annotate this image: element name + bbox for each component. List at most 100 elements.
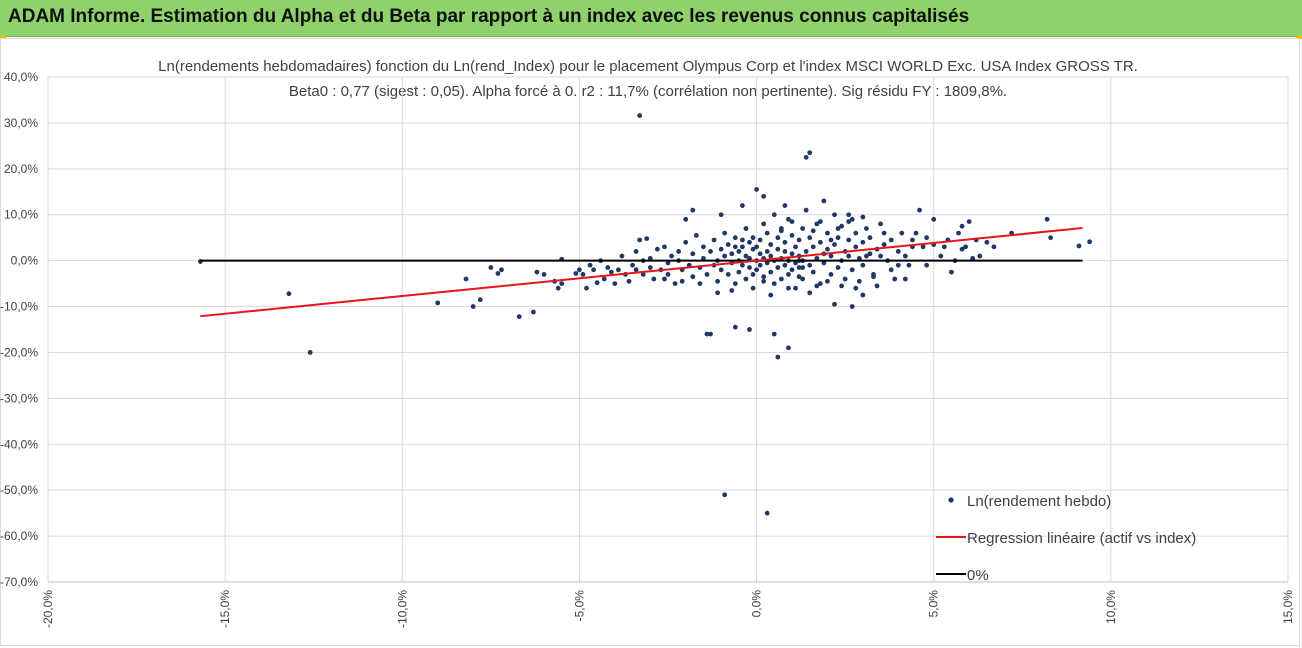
data-point: [796, 274, 802, 280]
data-point: [793, 244, 798, 250]
data-point: [874, 283, 880, 289]
data-point: [807, 262, 813, 268]
data-point: [701, 244, 706, 250]
data-point: [616, 267, 621, 273]
data-point: [786, 216, 791, 222]
x-tick-label: 10,0%: [1104, 590, 1118, 624]
data-point: [747, 239, 752, 245]
data-point: [736, 269, 742, 275]
data-point: [902, 253, 908, 259]
data-point: [601, 276, 607, 282]
data-point: [814, 283, 820, 289]
data-point: [633, 267, 639, 273]
data-point: [793, 260, 798, 266]
data-point: [778, 228, 784, 234]
data-point: [966, 219, 972, 225]
data-point: [902, 276, 908, 282]
data-point: [761, 221, 767, 227]
data-point: [587, 262, 593, 268]
data-point: [530, 309, 536, 315]
data-point: [786, 285, 791, 291]
data-point: [803, 207, 809, 213]
data-point: [477, 297, 483, 303]
data-point: [704, 331, 710, 337]
data-point: [856, 255, 862, 261]
data-point: [690, 274, 696, 280]
data-point: [736, 249, 742, 254]
data-point: [817, 281, 823, 286]
data-point: [892, 276, 898, 282]
chart-title: Ln(rendements hebdomadaires) fonction du…: [158, 58, 1138, 75]
data-point: [740, 262, 745, 268]
data-point: [789, 267, 795, 273]
data-point: [828, 237, 834, 243]
data-point: [835, 235, 841, 241]
header-accent-right: [1296, 36, 1302, 39]
chart-legend: Ln(rendement hebdo) Regression linéaire …: [936, 493, 1196, 584]
data-point: [637, 113, 643, 118]
data-point: [810, 228, 816, 234]
data-point: [711, 237, 717, 243]
x-tick-label: -10,0%: [395, 590, 409, 628]
data-point: [764, 510, 770, 516]
data-point: [612, 281, 618, 286]
data-point: [789, 232, 795, 238]
data-point: [803, 154, 809, 160]
data-point: [832, 301, 837, 307]
data-point: [860, 214, 866, 220]
data-point: [910, 237, 915, 243]
data-point: [757, 237, 763, 243]
data-point: [814, 255, 820, 261]
data-point: [878, 253, 883, 259]
data-point: [732, 281, 738, 286]
data-point: [672, 281, 678, 286]
data-point: [725, 272, 731, 277]
data-point: [647, 255, 653, 261]
data-point: [619, 253, 625, 259]
data-point: [878, 221, 883, 227]
data-point: [761, 274, 767, 280]
data-point: [665, 272, 671, 277]
data-point: [775, 235, 781, 241]
data-point: [488, 265, 494, 270]
data-point: [860, 239, 866, 245]
data-point: [626, 278, 632, 284]
report-header: ADAM Informe. Estimation du Alpha et du …: [0, 0, 1302, 37]
data-point: [743, 226, 749, 231]
data-point: [835, 226, 841, 231]
data-point: [881, 230, 887, 236]
data-point: [853, 230, 859, 236]
data-point: [796, 237, 802, 243]
header-accent-left: [0, 36, 6, 39]
data-point: [775, 265, 781, 270]
data-point: [810, 244, 816, 250]
data-point: [941, 244, 947, 250]
data-point: [580, 272, 586, 277]
data-point: [647, 265, 653, 270]
data-point: [750, 246, 756, 252]
data-point: [743, 276, 749, 282]
x-tick-label: -5,0%: [572, 590, 586, 622]
data-point: [722, 492, 728, 498]
data-point: [679, 278, 685, 284]
data-point: [718, 212, 724, 218]
data-point: [906, 262, 912, 268]
data-point: [864, 253, 869, 259]
data-point: [778, 276, 784, 282]
data-point: [917, 207, 922, 213]
data-point: [718, 246, 724, 252]
data-point: [977, 253, 983, 259]
data-point: [1076, 243, 1082, 249]
data-point: [828, 272, 834, 277]
data-point: [839, 223, 844, 229]
data-point: [924, 262, 930, 268]
data-point: [633, 249, 639, 254]
data-point: [630, 262, 635, 268]
data-point: [789, 219, 795, 225]
data-point: [743, 253, 749, 259]
chart-frame: [0, 38, 1300, 646]
y-tick-label: 10,0%: [4, 208, 38, 222]
data-point: [683, 239, 689, 245]
data-point: [871, 274, 876, 280]
data-point: [495, 271, 501, 276]
